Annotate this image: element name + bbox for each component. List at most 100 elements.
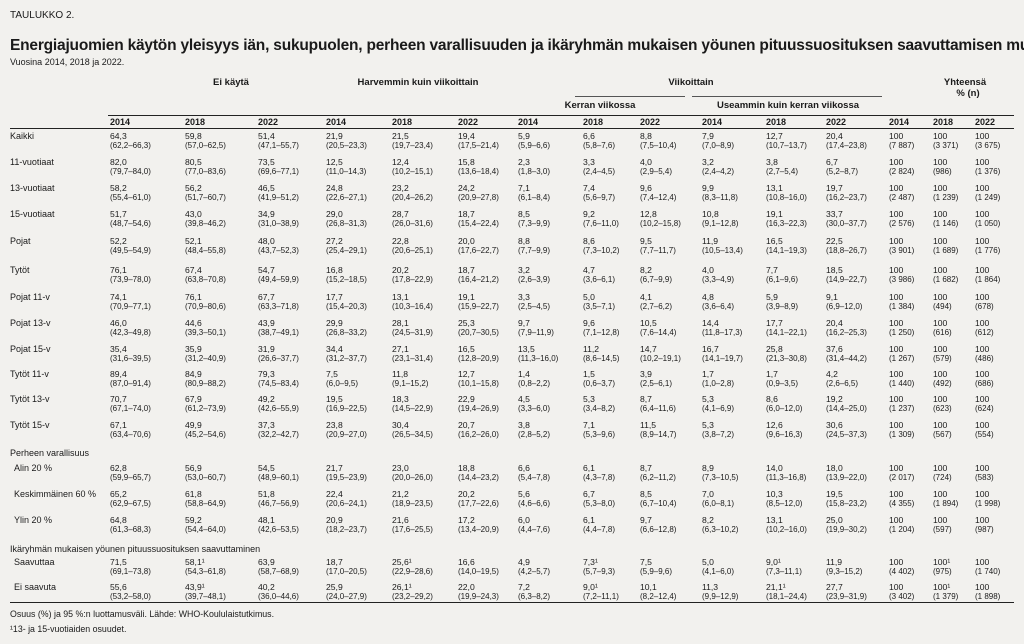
table-cell: 10,8 (9,1–12,8) bbox=[702, 209, 738, 229]
cell-value: 22,8 bbox=[392, 236, 409, 246]
table-cell: 30,6 (24,5–37,3) bbox=[826, 420, 867, 440]
table-cell: 12,7 (10,7–13,7) bbox=[766, 131, 807, 151]
table-cell: 37,6 (31,4–44,2) bbox=[826, 344, 867, 364]
cell-value: 21,2 bbox=[392, 489, 409, 499]
cell-value: 7,3¹ bbox=[583, 557, 598, 567]
cell-value: 21,6 bbox=[392, 515, 409, 525]
cell-confidence-interval: (11,3–16,8) bbox=[766, 473, 807, 482]
table-cell: 27,2 (25,4–29,1) bbox=[326, 236, 367, 256]
table-cell: 100 (612) bbox=[975, 318, 994, 338]
cell-value: 3,3 bbox=[583, 157, 595, 167]
cell-value: 16,7 bbox=[702, 344, 719, 354]
cell-confidence-interval: (24,5–31,9) bbox=[392, 328, 433, 337]
cell-confidence-interval: (31,0–38,9) bbox=[258, 219, 299, 228]
cell-confidence-interval: (10,5–13,4) bbox=[702, 246, 743, 255]
row-label: Saavuttaa bbox=[14, 557, 55, 567]
table-cell: 8,2 (6,3–10,2) bbox=[702, 515, 738, 535]
cell-value: 74,1 bbox=[110, 292, 127, 302]
cell-value: 19,1 bbox=[766, 209, 783, 219]
table-cell: 100 (1 898) bbox=[975, 582, 1000, 602]
cell-value: 100 bbox=[889, 582, 904, 592]
cell-value: 100 bbox=[933, 394, 948, 404]
cell-confidence-interval: (42,3–49,8) bbox=[110, 328, 151, 337]
cell-confidence-interval: (5,7–9,3) bbox=[583, 567, 616, 576]
cell-confidence-interval: (38,7–49,1) bbox=[258, 328, 299, 337]
table-cell: 100 (567) bbox=[933, 420, 952, 440]
cell-value: 37,6 bbox=[826, 344, 843, 354]
table-cell: 7,1 (6,1–8,4) bbox=[518, 183, 550, 203]
cell-confidence-interval: (19,9–30,2) bbox=[826, 525, 867, 534]
table-cell: 100 (2 017) bbox=[889, 463, 914, 483]
cell-confidence-interval: (6,3–8,2) bbox=[518, 592, 551, 601]
table-cell: 100 (583) bbox=[975, 463, 994, 483]
cell-value: 100 bbox=[975, 557, 990, 567]
table-cell: 59,8 (57,0–62,5) bbox=[185, 131, 226, 151]
table-cell: 18,3 (14,5–22,9) bbox=[392, 394, 433, 414]
table-cell: 5,9 (3,9–8,9) bbox=[766, 292, 798, 312]
year-header: 2022 bbox=[975, 117, 996, 127]
cell-confidence-interval: (3,8–7,2) bbox=[702, 430, 735, 439]
table-cell: 22,0 (19,9–24,3) bbox=[458, 582, 499, 602]
cell-value: 80,5 bbox=[185, 157, 202, 167]
cell-confidence-interval: (2 576) bbox=[889, 219, 915, 228]
cell-value: 8,6 bbox=[583, 236, 595, 246]
table-cell: 5,3 (3,4–8,2) bbox=[583, 394, 615, 414]
cell-value: 100 bbox=[933, 489, 948, 499]
cell-value: 23,8 bbox=[326, 420, 343, 430]
cell-value: 2,3 bbox=[518, 157, 530, 167]
cell-value: 100 bbox=[933, 131, 948, 141]
cell-confidence-interval: (23,1–31,4) bbox=[392, 354, 433, 363]
table-cell: 12,6 (9,6–16,3) bbox=[766, 420, 802, 440]
cell-confidence-interval: (6,4–11,6) bbox=[640, 404, 676, 413]
table-cell: 9,7 (7,9–11,9) bbox=[518, 318, 554, 338]
table-cell: 8,8 (7,7–9,9) bbox=[518, 236, 550, 256]
cell-value: 100 bbox=[975, 209, 990, 219]
table-cell: 6,6 (5,8–7,6) bbox=[583, 131, 615, 151]
cell-value: 5,3 bbox=[583, 394, 595, 404]
cell-confidence-interval: (1 376) bbox=[975, 167, 1001, 176]
table-cell: 21,9 (20,5–23,3) bbox=[326, 131, 367, 151]
table-cell: 7,5 (5,9–9,6) bbox=[640, 557, 672, 577]
table-cell: 49,2 (42,6–55,9) bbox=[258, 394, 299, 414]
cell-confidence-interval: (3,4–8,2) bbox=[583, 404, 616, 413]
table-cell: 5,9 (5,9–6,6) bbox=[518, 131, 550, 151]
cell-value: 12,7 bbox=[458, 369, 475, 379]
cell-value: 71,5 bbox=[110, 557, 127, 567]
cell-confidence-interval: (26,6–37,7) bbox=[258, 354, 299, 363]
cell-confidence-interval: (24,5–37,3) bbox=[826, 430, 867, 439]
row-label: Tytöt bbox=[10, 265, 30, 275]
cell-confidence-interval: (3 371) bbox=[933, 141, 959, 150]
cell-confidence-interval: (48,4–55,8) bbox=[185, 246, 226, 255]
cell-value: 89,4 bbox=[110, 369, 127, 379]
table-cell: 3,8 (2,7–5,4) bbox=[766, 157, 798, 177]
table-cell: 100 (1 239) bbox=[933, 183, 958, 203]
cell-value: 22,5 bbox=[826, 236, 843, 246]
cell-confidence-interval: (18,1–24,4) bbox=[766, 592, 807, 601]
cell-value: 29,9 bbox=[326, 318, 343, 328]
cell-confidence-interval: (20,5–23,3) bbox=[326, 141, 367, 150]
cell-confidence-interval: (8,3–11,8) bbox=[702, 193, 738, 202]
table-cell: 7,0 (6,0–8,1) bbox=[702, 489, 734, 509]
cell-confidence-interval: (7,3–10,5) bbox=[702, 473, 739, 482]
cell-confidence-interval: (20,7–30,5) bbox=[458, 328, 499, 337]
table-cell: 6,1 (4,4–7,8) bbox=[583, 515, 615, 535]
cell-confidence-interval: (53,0–60,7) bbox=[185, 473, 226, 482]
table-cell: 100 (7 887) bbox=[889, 131, 914, 151]
cell-value: 40,2 bbox=[258, 582, 275, 592]
cell-confidence-interval: (13,9–22,0) bbox=[826, 473, 867, 482]
cell-value: 8,6 bbox=[766, 394, 778, 404]
table-cell: 46,5 (41,9–51,2) bbox=[258, 183, 299, 203]
cell-confidence-interval: (987) bbox=[975, 525, 994, 534]
table-cell: 20,0 (17,6–22,7) bbox=[458, 236, 499, 256]
cell-confidence-interval: (16,2–25,3) bbox=[826, 328, 867, 337]
cell-confidence-interval: (18,9–23,5) bbox=[392, 499, 433, 508]
cell-confidence-interval: (724) bbox=[933, 473, 952, 482]
year-header: 2022 bbox=[258, 117, 279, 127]
cell-confidence-interval: (14,5–22,9) bbox=[392, 404, 433, 413]
cell-value: 4,1 bbox=[640, 292, 652, 302]
cell-confidence-interval: (31,6–39,5) bbox=[110, 354, 151, 363]
cell-confidence-interval: (16,2–23,7) bbox=[826, 193, 867, 202]
table-cell: 1,7 (0,9–3,5) bbox=[766, 369, 798, 389]
table-cell: 100 (492) bbox=[933, 369, 952, 389]
